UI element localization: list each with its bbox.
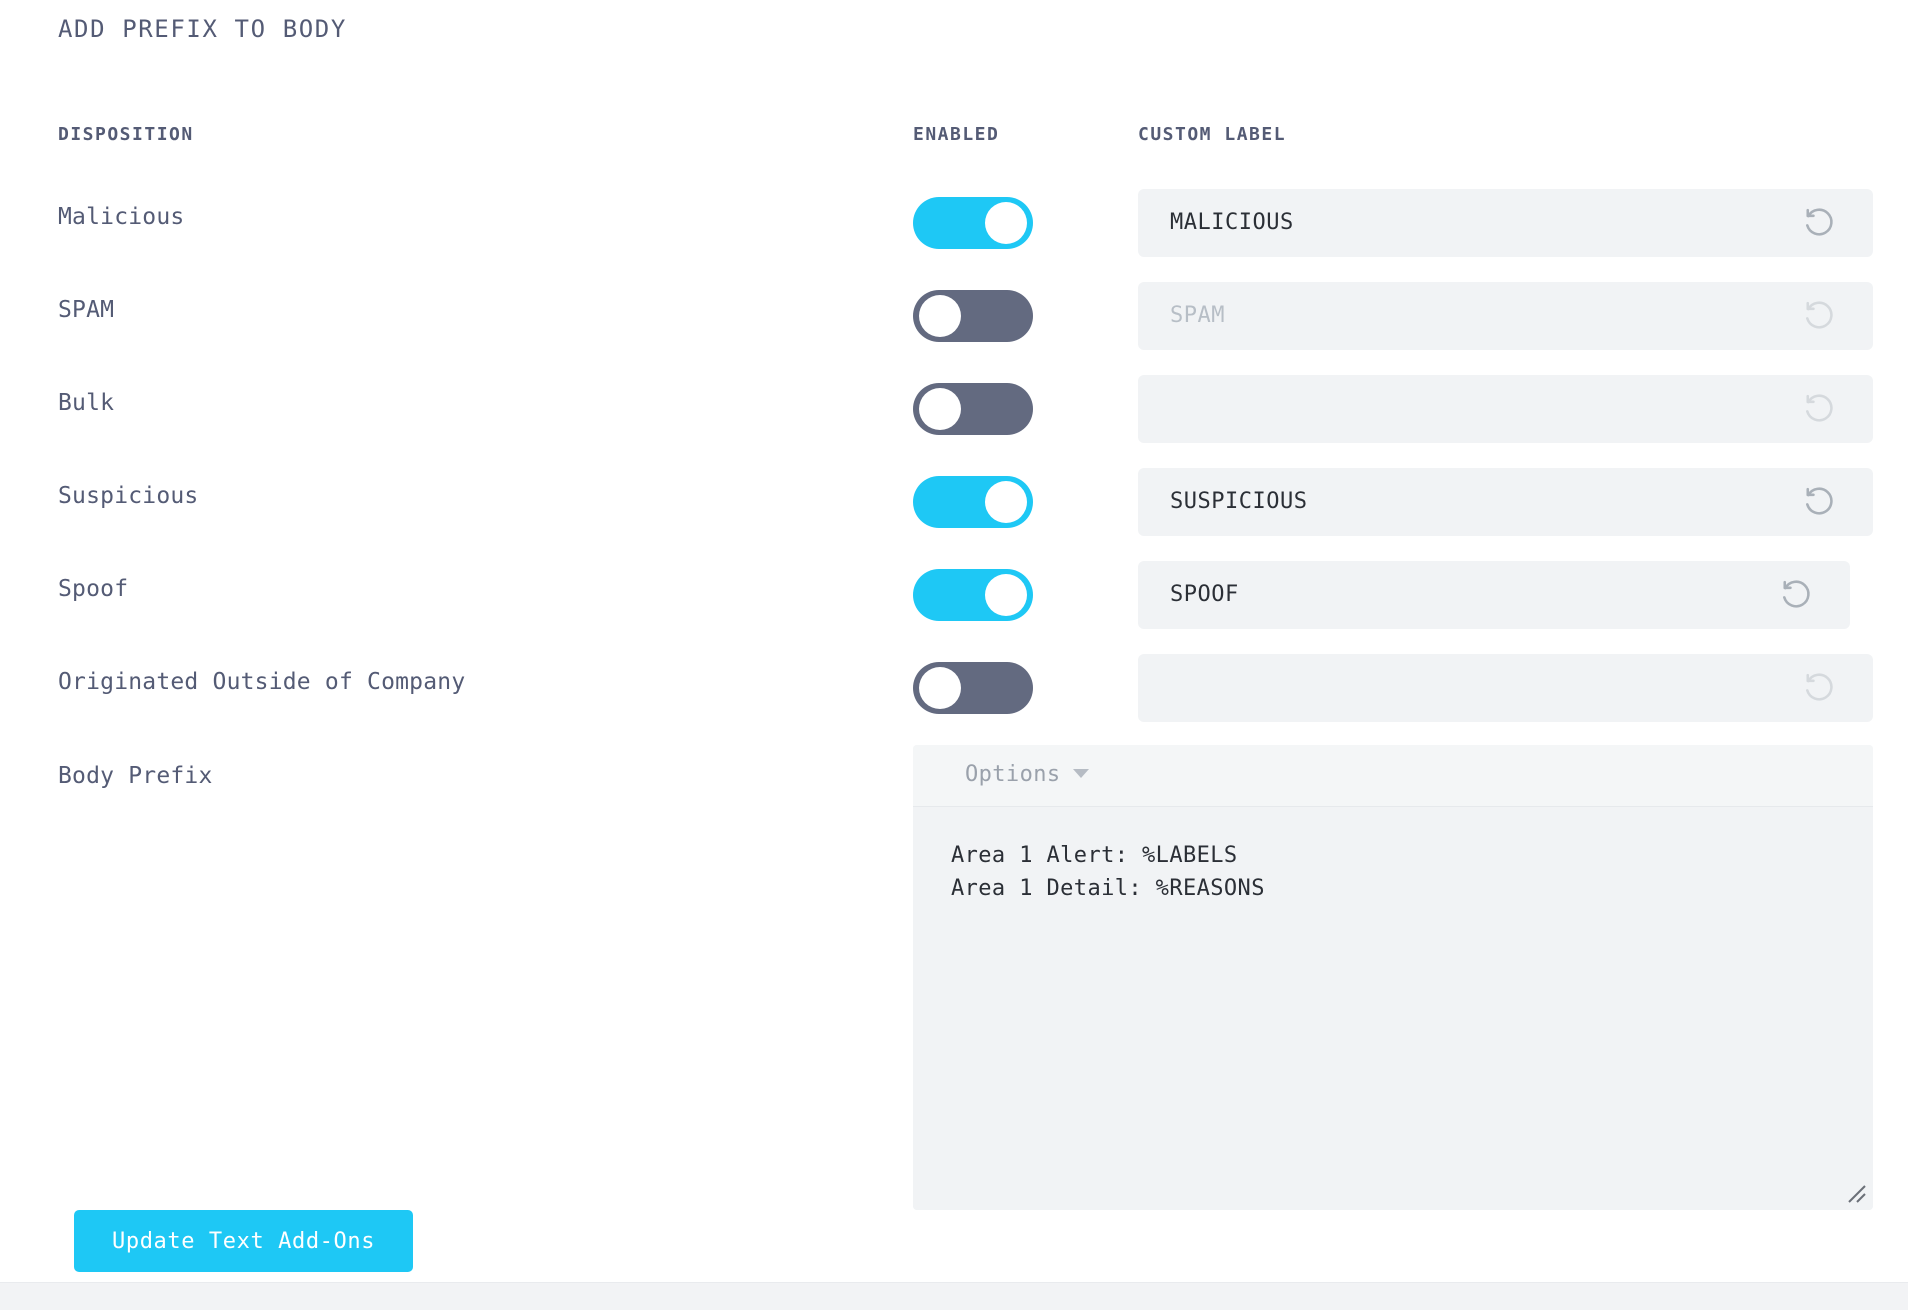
reset-icon[interactable]: [1801, 391, 1837, 427]
enabled-toggle[interactable]: [913, 476, 1033, 528]
disposition-label: Suspicious: [58, 483, 199, 509]
toggle-knob: [919, 388, 961, 430]
custom-label-value: SUSPICIOUS: [1170, 489, 1308, 514]
table-row: Malicious MALICIOUS: [0, 175, 1908, 268]
enabled-toggle[interactable]: [913, 383, 1033, 435]
table-row: Spoof SPOOF: [0, 547, 1908, 640]
disposition-label: Spoof: [58, 576, 129, 602]
custom-label-value: SPOOF: [1170, 582, 1239, 607]
custom-label-input[interactable]: [1138, 654, 1873, 722]
custom-label-input[interactable]: SPAM: [1138, 282, 1873, 350]
custom-label-input[interactable]: MALICIOUS: [1138, 189, 1873, 257]
custom-label-input[interactable]: SUSPICIOUS: [1138, 468, 1873, 536]
table-row: Suspicious SUSPICIOUS: [0, 454, 1908, 547]
options-dropdown[interactable]: Options: [965, 762, 1089, 787]
toggle-knob: [919, 667, 961, 709]
reset-icon[interactable]: [1801, 298, 1837, 334]
disposition-label: Bulk: [58, 390, 115, 416]
reset-icon[interactable]: [1801, 205, 1837, 241]
column-header-custom-label: CUSTOM LABEL: [1138, 124, 1287, 145]
column-header-enabled: ENABLED: [913, 124, 1000, 145]
options-dropdown-label: Options: [965, 762, 1061, 787]
disposition-label: Malicious: [58, 204, 185, 230]
editor-toolbar: Options: [913, 745, 1873, 807]
resize-grip-icon[interactable]: [1845, 1182, 1867, 1204]
reset-icon[interactable]: [1778, 577, 1814, 613]
enabled-toggle[interactable]: [913, 662, 1033, 714]
update-text-addons-button[interactable]: Update Text Add-Ons: [74, 1210, 414, 1272]
chevron-down-icon: [1072, 768, 1089, 778]
reset-icon[interactable]: [1801, 484, 1837, 520]
reset-icon[interactable]: [1801, 670, 1837, 706]
enabled-toggle[interactable]: [913, 569, 1033, 621]
custom-label-input[interactable]: [1138, 375, 1873, 443]
body-prefix-textarea[interactable]: Area 1 Alert: %LABELS Area 1 Detail: %RE…: [913, 807, 1873, 1210]
toggle-knob: [985, 481, 1027, 523]
table-row: Bulk: [0, 361, 1908, 454]
body-prefix-editor: Options Area 1 Alert: %LABELS Area 1 Det…: [913, 745, 1873, 1210]
custom-label-input[interactable]: SPOOF: [1138, 561, 1850, 629]
disposition-label: SPAM: [58, 297, 115, 323]
page-title: ADD PREFIX TO BODY: [58, 15, 347, 43]
body-prefix-label: Body Prefix: [58, 763, 213, 789]
column-header-disposition: DISPOSITION: [58, 124, 194, 145]
disposition-label: Originated Outside of Company: [58, 669, 466, 695]
bottom-strip: [0, 1282, 1908, 1310]
custom-label-value: MALICIOUS: [1170, 210, 1294, 235]
table-row: SPAM SPAM: [0, 268, 1908, 361]
custom-label-placeholder: SPAM: [1170, 303, 1225, 328]
body-prefix-content: Area 1 Alert: %LABELS Area 1 Detail: %RE…: [951, 843, 1265, 901]
enabled-toggle[interactable]: [913, 197, 1033, 249]
toggle-knob: [919, 295, 961, 337]
table-row: Originated Outside of Company: [0, 640, 1908, 733]
enabled-toggle[interactable]: [913, 290, 1033, 342]
toggle-knob: [985, 202, 1027, 244]
disposition-rows: Malicious MALICIOUS SPAM SPAM Bulk Suspicious…: [0, 175, 1908, 733]
toggle-knob: [985, 574, 1027, 616]
